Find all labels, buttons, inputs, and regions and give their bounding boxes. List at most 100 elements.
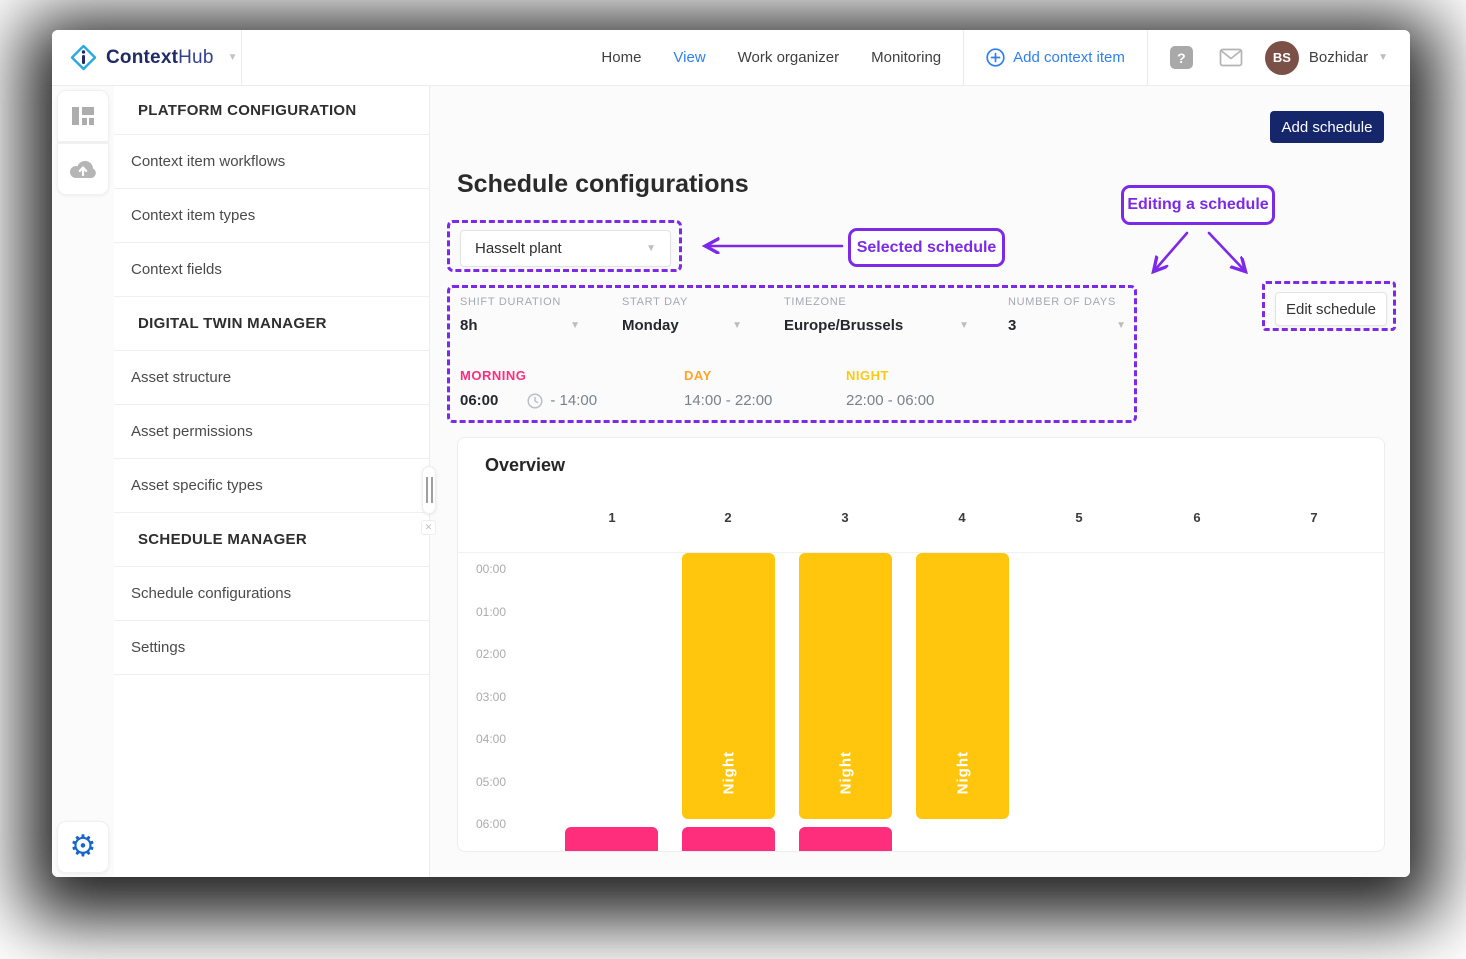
nav-link-work-organizer[interactable]: Work organizer [737, 49, 840, 66]
morning-shift-bar-day2[interactable] [682, 827, 775, 851]
annotation-editing-a-schedule: Editing a schedule [1121, 185, 1275, 225]
nav-separator [1146, 30, 1148, 86]
sidebar-item-context-item-workflows[interactable]: Context item workflows [114, 135, 429, 189]
layout-icon [72, 107, 94, 125]
nav-link-monitoring[interactable]: Monitoring [871, 49, 942, 66]
field-label: START DAY [622, 296, 688, 308]
brand-logo[interactable]: ContextHub ▼ [52, 30, 242, 85]
shift-day: DAY 14:00 - 22:00 [684, 368, 772, 409]
number-of-days-select[interactable]: 3 ▼ [1008, 317, 1126, 334]
sidebar-item-asset-structure[interactable]: Asset structure [114, 351, 429, 405]
sidebar-item-asset-permissions[interactable]: Asset permissions [114, 405, 429, 459]
help-icon[interactable]: ? [1169, 46, 1193, 69]
app-window: ContextHub ▼ Home View Work organizer Mo… [52, 30, 1410, 877]
night-shift-bar-day4[interactable]: Night [916, 553, 1009, 819]
close-icon[interactable]: ✕ [421, 520, 436, 535]
selected-schedule-highlight-box: Hasselt plant ▼ [447, 220, 682, 272]
sidebar-section-platform-configuration: PLATFORM CONFIGURATION [114, 86, 429, 135]
field-value: 3 [1008, 317, 1017, 334]
clock-icon [527, 392, 543, 409]
user-name: Bozhidar [1308, 49, 1369, 66]
annotation-arrows [690, 231, 1270, 286]
sidebar-item-asset-specific-types[interactable]: Asset specific types [114, 459, 429, 513]
sidebar-item-context-fields[interactable]: Context fields [114, 243, 429, 297]
user-chevron-down-icon[interactable]: ▼ [1378, 52, 1388, 63]
nav-separator [963, 30, 965, 86]
field-value: Europe/Brussels [784, 317, 904, 334]
chevron-down-icon: ▼ [1116, 320, 1126, 331]
morning-start-time[interactable]: 06:00 [460, 392, 499, 409]
mail-icon[interactable] [1219, 48, 1243, 67]
time-tick: 04:00 [476, 732, 507, 746]
sidebar-section-schedule-manager: SCHEDULE MANAGER [114, 513, 429, 567]
day-column-header: 5 [1075, 510, 1083, 525]
page-title: Schedule configurations [457, 170, 749, 198]
timezone-select[interactable]: Europe/Brussels ▼ [784, 317, 969, 334]
add-context-item-button[interactable]: Add context item [986, 48, 1125, 67]
add-schedule-button[interactable]: Add schedule [1270, 111, 1384, 143]
day-column-header: 6 [1193, 510, 1201, 525]
sidebar-item-settings[interactable]: Settings [114, 621, 429, 675]
shift-night: NIGHT 22:00 - 06:00 [846, 368, 934, 409]
schedule-config-panel: SHIFT DURATION 8h ▼ START DAY Monday ▼ TIM… [447, 285, 1137, 423]
field-label: SHIFT DURATION [460, 296, 562, 308]
time-tick: 01:00 [476, 605, 507, 619]
dashboard-layout-button[interactable] [57, 90, 109, 142]
day-time-range: 14:00 - 22:00 [684, 392, 773, 409]
sidebar: PLATFORM CONFIGURATION Context item work… [114, 86, 436, 877]
field-label: TIMEZONE [784, 296, 847, 308]
sidebar-item-context-item-types[interactable]: Context item types [114, 189, 429, 243]
night-bar-label: Night [954, 750, 971, 794]
edit-schedule-button[interactable]: Edit schedule [1275, 292, 1387, 326]
night-bar-label: Night [720, 750, 737, 794]
user-menu[interactable]: BS Bozhidar ▼ [1264, 40, 1388, 75]
avatar[interactable]: BS [1264, 40, 1299, 75]
sidebar-item-schedule-configurations[interactable]: Schedule configurations [114, 567, 429, 621]
scrollbar-handle[interactable] [422, 466, 436, 514]
field-number-of-days: NUMBER OF DAYS 3 ▼ [1008, 296, 1126, 334]
cloud-upload-icon [69, 160, 96, 179]
chevron-down-icon: ▼ [570, 320, 580, 331]
schedule-select[interactable]: Hasselt plant ▼ [460, 230, 671, 267]
top-navbar: ContextHub ▼ Home View Work organizer Mo… [52, 30, 1410, 86]
start-day-select[interactable]: Monday ▼ [622, 317, 742, 334]
overview-title: Overview [485, 455, 566, 475]
time-tick: 02:00 [476, 647, 507, 661]
field-start-day: START DAY Monday ▼ [622, 296, 742, 334]
settings-gear-button[interactable]: ⚙ [57, 821, 109, 873]
morning-shift-bar-day1[interactable] [565, 827, 658, 851]
shift-morning-label: MORNING [460, 368, 527, 383]
nav-link-home[interactable]: Home [601, 49, 642, 66]
nav-links: Home View Work organizer Monitoring [601, 49, 941, 66]
time-tick: 03:00 [476, 690, 507, 704]
select-chevron-down-icon: ▼ [646, 243, 656, 254]
field-timezone: TIMEZONE Europe/Brussels ▼ [784, 296, 969, 334]
brand-chevron-down-icon[interactable]: ▼ [227, 52, 238, 63]
shift-morning: MORNING 06:00 - 14:00 [460, 368, 597, 409]
brand-name: ContextHub [106, 47, 214, 69]
field-shift-duration: SHIFT DURATION 8h ▼ [460, 296, 580, 334]
sidebar-section-digital-twin-manager: DIGITAL TWIN MANAGER [114, 297, 429, 351]
night-shift-bar-day3[interactable]: Night [799, 553, 892, 819]
main-content: Add schedule Schedule configurations Has… [430, 86, 1410, 877]
day-column-header: 1 [608, 510, 616, 525]
day-column-header: 2 [724, 510, 732, 525]
shift-duration-select[interactable]: 8h ▼ [460, 317, 580, 334]
night-shift-bar-day2[interactable]: Night [682, 553, 775, 819]
field-label: NUMBER OF DAYS [1008, 296, 1116, 308]
cloud-upload-button[interactable] [57, 143, 109, 195]
grid-top-line [458, 552, 1384, 553]
morning-shift-bar-day3[interactable] [799, 827, 892, 851]
nav-link-view[interactable]: View [673, 49, 706, 66]
day-column-header: 4 [958, 510, 966, 525]
schedule-select-value: Hasselt plant [475, 240, 562, 257]
field-value: Monday [622, 317, 679, 334]
brand-name-bold: Context [106, 46, 179, 68]
annotation-selected-schedule: Selected schedule [848, 228, 1005, 267]
brand-name-light: Hub [178, 46, 214, 68]
overview-card: Overview 1 2 3 4 5 6 7 00:00 01:00 02:00… [457, 437, 1385, 852]
time-tick: 05:00 [476, 775, 507, 789]
shift-night-label: NIGHT [846, 368, 889, 383]
icon-rail: ⚙ [52, 86, 114, 877]
night-bar-label: Night [837, 750, 854, 794]
